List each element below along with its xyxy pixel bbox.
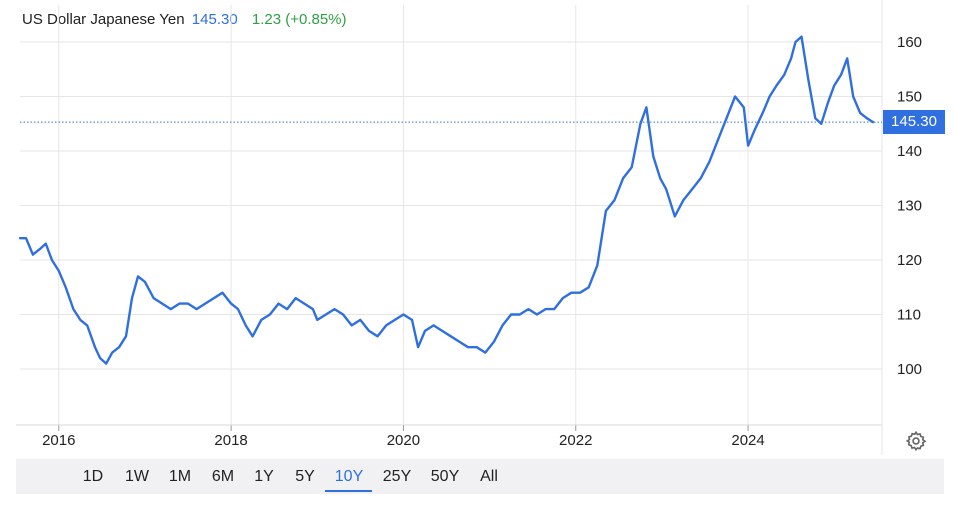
- y-tick-label: 160: [897, 34, 922, 51]
- y-tick-label: 120: [897, 252, 922, 269]
- x-tick-label: 2024: [731, 432, 764, 449]
- range-button-1d[interactable]: 1D: [82, 468, 104, 485]
- range-selector: 1D 1W 1M 6M 1Y 5Y 10Y 25Y 50Y All: [16, 459, 944, 494]
- y-tick-label: 110: [897, 307, 921, 324]
- grid: [20, 5, 882, 425]
- price-change: 1.23 (+0.85%): [251, 11, 347, 28]
- range-button-50y[interactable]: 50Y: [430, 468, 460, 485]
- range-button-1y[interactable]: 1Y: [254, 468, 274, 485]
- range-button-10y[interactable]: 10Y: [334, 468, 364, 485]
- y-tick-label: 130: [897, 198, 922, 215]
- range-button-5y[interactable]: 5Y: [295, 468, 315, 485]
- y-tick-label: 150: [897, 89, 922, 106]
- current-price-tag: 145.30: [883, 110, 945, 135]
- axes: 100 110 120 130 140 150 160 2016 2018 2020 2022 202…: [16, 0, 922, 455]
- x-tick-label: 2020: [387, 432, 420, 449]
- range-button-1w[interactable]: 1W: [125, 468, 149, 485]
- range-button-1m[interactable]: 1M: [168, 468, 192, 485]
- x-tick-label: 2016: [42, 432, 75, 449]
- range-button-25y[interactable]: 25Y: [382, 468, 412, 485]
- instrument-name: US Dollar Japanese Yen: [22, 11, 185, 28]
- gear-icon[interactable]: [905, 430, 927, 452]
- series-layer: [18, 35, 882, 365]
- series-line: [18, 35, 875, 365]
- current-price: 145.30: [191, 11, 238, 28]
- range-button-all[interactable]: All: [480, 468, 498, 485]
- y-tick-label: 100: [897, 361, 922, 378]
- chart-header: US Dollar Japanese Yen 145.30 1.23 (+0.8…: [22, 11, 347, 28]
- x-tick-label: 2022: [559, 432, 592, 449]
- y-tick-label: 140: [897, 143, 922, 160]
- x-tick-label: 2018: [214, 432, 247, 449]
- active-range-indicator: [325, 490, 372, 492]
- range-button-6m[interactable]: 6M: [211, 468, 235, 485]
